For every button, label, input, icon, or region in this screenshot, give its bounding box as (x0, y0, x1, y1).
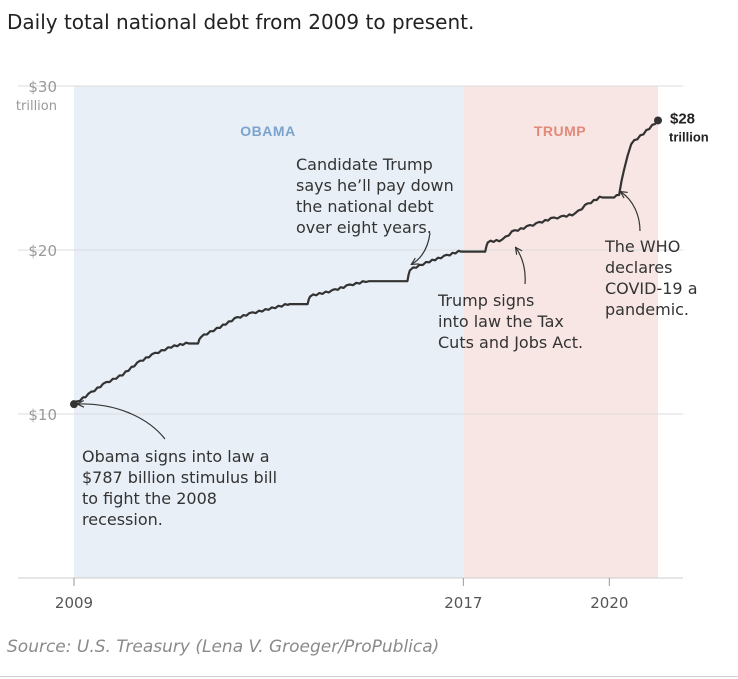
y-tick-label-10: $10 (28, 406, 57, 424)
annotation-2-line: Candidate Trump (296, 155, 433, 174)
annotation-3-line: into law the Tax (438, 312, 564, 331)
y-tick-label-20: $20 (28, 242, 57, 260)
start-point (70, 400, 78, 409)
period-band-obama (74, 86, 464, 578)
annotation-2: Candidate Trump says he’ll pay down the na… (296, 155, 454, 264)
end-point (654, 116, 662, 125)
endpoint-unit-label: trillion (669, 129, 709, 144)
annotation-4: The WHO declares COVID-19 a pandemic. (604, 192, 698, 319)
annotation-1-line: $787 billion stimulus bill (82, 468, 277, 487)
annotation-2-line: says he’ll pay down (296, 176, 454, 195)
period-label-trump: TRUMP (534, 123, 586, 139)
annotation-2-line: over eight years. (296, 218, 432, 237)
bottom-divider (0, 676, 738, 677)
annotation-4-line: COVID-19 a (605, 279, 698, 298)
annotation-2-arrow (412, 232, 431, 264)
annotation-1-line: Obama signs into law a (82, 447, 270, 466)
annotation-1-line: to fight the 2008 (82, 489, 217, 508)
annotation-4-line: The WHO (604, 237, 680, 256)
annotation-3: Trump signs into law the Tax Cuts and Jobs… (437, 248, 583, 352)
annotation-1: Obama signs into law a $787 billion stimu… (78, 404, 277, 529)
x-tick-label-2020: 2020 (590, 594, 628, 612)
y-tick-label-30: $30 (28, 78, 57, 96)
source-note: Source: U.S. Treasury (Lena V. Groeger/P… (7, 637, 440, 657)
annotation-3-line: Cuts and Jobs Act. (438, 333, 583, 352)
annotation-2-line: the national debt (296, 197, 434, 216)
annotation-3-line: Trump signs (437, 291, 534, 310)
annotation-4-arrow (621, 192, 641, 232)
period-band-trump (463, 86, 658, 578)
x-tick-label-2009: 2009 (55, 594, 93, 612)
annotation-1-arrow (78, 404, 166, 440)
y-tick-sublabel: trillion (16, 99, 57, 114)
annotation-4-line: pandemic. (605, 300, 689, 319)
period-label-obama: OBAMA (240, 123, 295, 139)
annotation-4-line: declares (605, 258, 672, 277)
chart-title: Daily total national debt from 2009 to p… (7, 10, 475, 34)
annotation-3-arrow (516, 248, 526, 285)
annotation-1-line: recession. (82, 510, 163, 529)
x-tick-label-2017: 2017 (444, 594, 482, 612)
endpoint-value-label: $28 (670, 110, 695, 127)
debt-line (73, 118, 659, 405)
